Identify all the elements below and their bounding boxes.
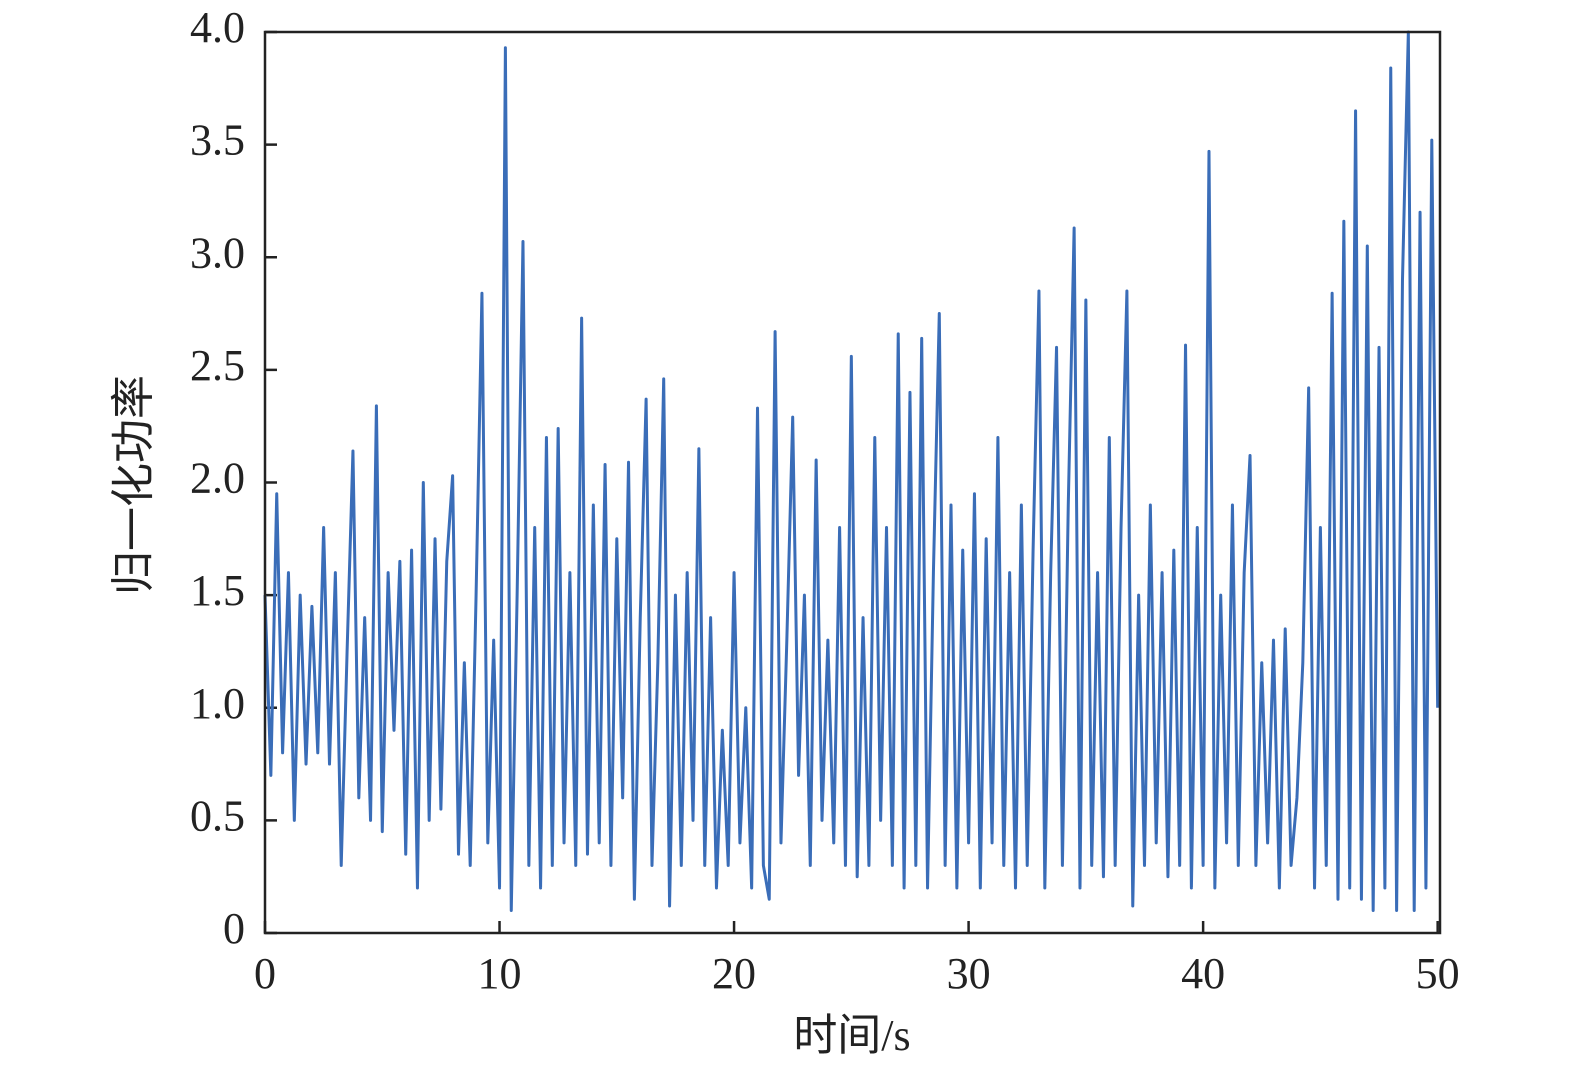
- x-axis-label: 时间/s: [793, 1011, 910, 1060]
- y-tick-label: 1.0: [190, 679, 245, 728]
- y-tick-label: 2.5: [190, 341, 245, 390]
- y-tick-label: 2.0: [190, 454, 245, 503]
- y-axis-label: 归一化功率: [109, 375, 158, 595]
- x-tick-label: 10: [478, 949, 522, 998]
- x-tick-label: 50: [1416, 949, 1460, 998]
- y-tick-label: 4.0: [190, 3, 245, 52]
- y-tick-label: 1.5: [190, 566, 245, 615]
- plot-frame: [263, 30, 1442, 935]
- y-tick-label: 3.5: [190, 116, 245, 165]
- x-tick-label: 0: [254, 949, 276, 998]
- y-tick-label: 0.5: [190, 791, 245, 840]
- x-tick-label: 40: [1181, 949, 1225, 998]
- y-tick-label: 0: [223, 904, 245, 953]
- data-line: [263, 30, 1440, 912]
- x-tick-label: 20: [712, 949, 756, 998]
- y-tick-label: 3.0: [190, 228, 245, 277]
- x-tick-label: 30: [947, 949, 991, 998]
